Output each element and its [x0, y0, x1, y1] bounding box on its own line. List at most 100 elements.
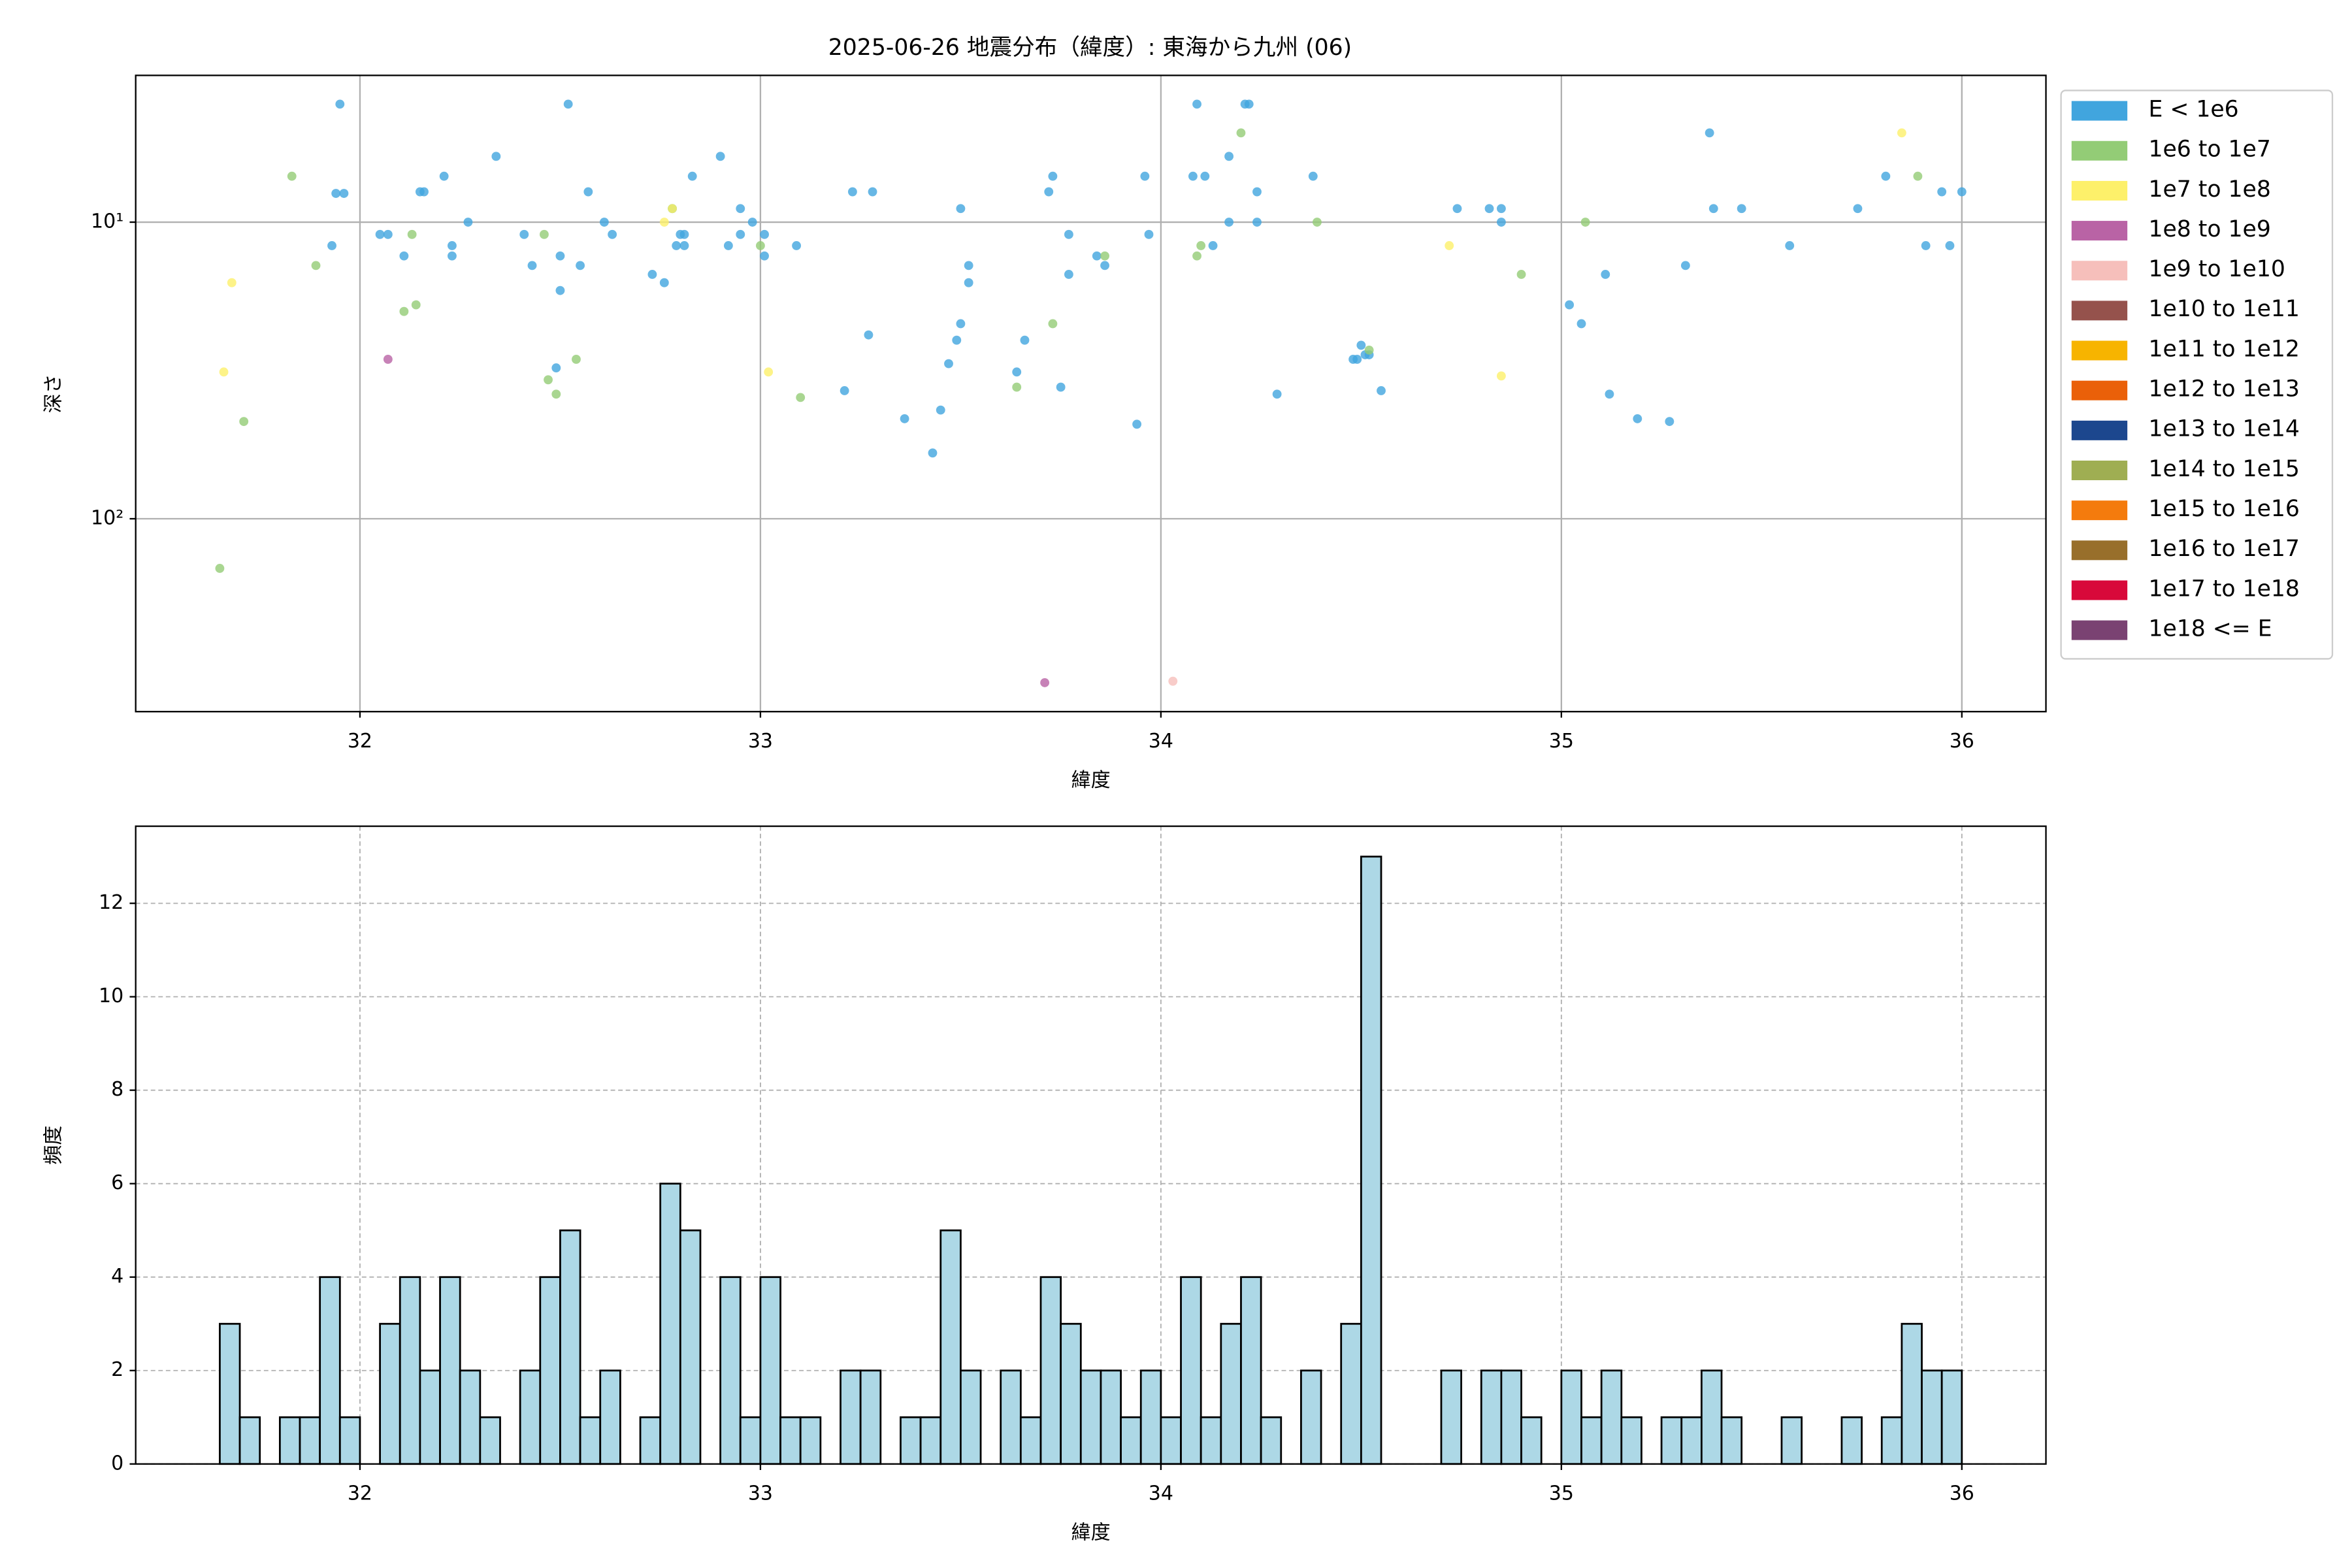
scatter-point: [399, 306, 409, 316]
histogram-bar: [1079, 1369, 1102, 1465]
scatter-point: [1377, 386, 1386, 395]
x-tick-label: 35: [1549, 1482, 1574, 1505]
scatter-point: [1576, 319, 1586, 329]
histogram-bar: [1000, 1369, 1022, 1465]
x-tick-label: 36: [1950, 730, 1974, 753]
scatter-point: [747, 218, 757, 227]
scatter-point: [1044, 187, 1054, 197]
y-axis-label: 頻度: [42, 1126, 65, 1165]
histogram-bar: [319, 1276, 341, 1465]
histogram-bar: [599, 1369, 621, 1465]
scatter-point: [419, 187, 429, 197]
histogram-bar: [1921, 1369, 1943, 1465]
scatter-point: [672, 241, 681, 250]
scatter-point: [1252, 187, 1262, 197]
scatter-point: [311, 261, 321, 270]
legend-swatch: [2071, 620, 2128, 640]
scatter-point: [1853, 204, 1863, 214]
y-tick-label: 2: [111, 1358, 123, 1381]
histogram-bar: [1660, 1416, 1683, 1465]
histogram-bar: [1340, 1322, 1362, 1465]
scatter-point: [760, 251, 769, 261]
scatter-point: [383, 229, 393, 239]
scatter-point: [399, 251, 409, 261]
scatter-point: [1921, 241, 1931, 250]
scatter-point: [608, 229, 617, 239]
histogram-bar: [459, 1369, 482, 1465]
histogram-bar: [659, 1183, 681, 1465]
scatter-point: [1945, 241, 1955, 250]
histogram-bar: [1901, 1322, 1923, 1465]
scatter-point: [448, 251, 457, 261]
scatter-point: [715, 152, 725, 161]
scatter-point: [1144, 229, 1154, 239]
histogram-bar: [739, 1416, 762, 1465]
scatter-point: [1040, 678, 1050, 687]
x-axis-label: 緯度: [1071, 1521, 1111, 1544]
histogram-bar: [1780, 1416, 1803, 1465]
scatter-point: [1100, 251, 1109, 261]
histogram-bar: [1180, 1276, 1202, 1465]
legend-label: 1e17 to 1e18: [2148, 576, 2299, 602]
histogram-bar: [539, 1276, 561, 1465]
legend-label: 1e8 to 1e9: [2148, 216, 2270, 242]
x-tick-label: 34: [1149, 1482, 1173, 1505]
scatter-point: [755, 241, 765, 250]
legend-swatch: [2071, 101, 2128, 121]
histogram-bar: [1060, 1322, 1082, 1465]
histogram-bar: [1680, 1416, 1703, 1465]
histogram-bar: [1480, 1369, 1503, 1465]
scatter-point: [1020, 335, 1030, 345]
scatter-point: [576, 261, 585, 270]
histogram-bar: [479, 1416, 501, 1465]
histogram-bar: [519, 1369, 542, 1465]
scatter-point: [1196, 241, 1206, 250]
histogram-bar: [1160, 1416, 1182, 1465]
histogram-bar: [439, 1276, 461, 1465]
histogram-bar: [1500, 1369, 1522, 1465]
scatter-point: [1200, 171, 1210, 181]
histogram-bar: [719, 1276, 742, 1465]
y-tick-label: 10: [99, 985, 123, 1007]
scatter-point: [1192, 99, 1201, 109]
chart-title: 2025-06-26 地震分布（緯度）: 東海から九州 (06): [828, 35, 1352, 61]
histogram-bar: [919, 1416, 942, 1465]
scatter-point: [1957, 187, 1967, 197]
histogram-bar: [759, 1276, 781, 1465]
histogram-bar: [960, 1369, 982, 1465]
histogram-bar: [1139, 1369, 1162, 1465]
scatter-point: [1937, 187, 1947, 197]
scatter-point: [679, 229, 689, 239]
scatter-point: [1452, 204, 1462, 214]
histogram-bar: [338, 1416, 361, 1465]
scatter-point: [952, 335, 962, 345]
scatter-point: [679, 241, 689, 250]
histogram-bar: [779, 1416, 802, 1465]
x-tick-label: 34: [1149, 730, 1173, 753]
histogram-bar: [1580, 1416, 1603, 1465]
legend-swatch: [2071, 221, 2128, 241]
histogram-bar: [1240, 1276, 1262, 1465]
legend-swatch: [2071, 380, 2128, 400]
histogram-bar: [1840, 1416, 1863, 1465]
legend-swatch: [2071, 261, 2128, 281]
scatter-point: [792, 241, 802, 250]
legend-label: 1e9 to 1e10: [2148, 256, 2285, 282]
legend-label: 1e13 to 1e14: [2148, 416, 2299, 442]
histogram-bar: [639, 1416, 662, 1465]
legend-label: 1e14 to 1e15: [2148, 456, 2299, 482]
scatter-point: [956, 204, 966, 214]
scatter-point: [956, 319, 966, 329]
scatter-point: [847, 187, 857, 197]
scatter-point: [868, 187, 877, 197]
histogram-bar: [900, 1416, 922, 1465]
scatter-point: [1092, 251, 1102, 261]
scatter-point: [1881, 171, 1891, 181]
scatter-point: [687, 171, 697, 181]
legend-swatch: [2071, 580, 2128, 600]
scatter-point: [647, 270, 657, 279]
scatter-point: [1236, 128, 1246, 138]
scatter-point: [1565, 300, 1575, 310]
